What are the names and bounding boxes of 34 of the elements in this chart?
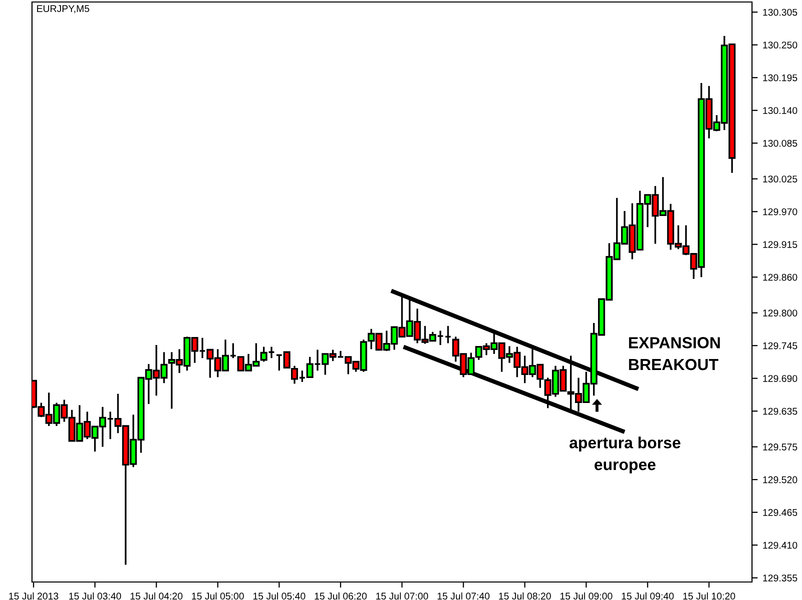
x-tick-label: 15 Jul 09:40: [622, 592, 674, 600]
x-tick-label: 15 Jul 07:40: [438, 592, 490, 600]
y-tick-label: 129.690: [763, 375, 798, 382]
x-tick-label: 15 Jul 06:20: [314, 592, 367, 600]
y-tick-label: 129.915: [763, 241, 798, 248]
y-tick-label: 129.860: [763, 274, 798, 281]
y-tick-label: 130.250: [763, 42, 798, 48]
x-tick-label: 15 Jul 10:20: [683, 592, 736, 600]
y-tick-label: 130.085: [763, 140, 798, 147]
x-tick-label: 15 Jul 03:40: [69, 592, 122, 600]
y-tick-label: 129.355: [763, 574, 798, 582]
candlestick: [444, 325, 452, 344]
x-tick-label: 15 Jul 05:00: [192, 592, 244, 600]
y-tick-label: 129.520: [763, 476, 798, 484]
y-tick-label: 129.800: [763, 310, 798, 316]
x-tick-label: 15 Jul 05:40: [253, 592, 306, 600]
annotation: EXPANSION BREAKOUT: [629, 337, 720, 370]
chart-title: EURJPY,M5: [37, 5, 90, 14]
y-tick-label: 130.025: [763, 176, 798, 182]
x-tick-label: 15 Jul 09:00: [560, 592, 612, 600]
y-tick-label: 129.410: [763, 542, 798, 549]
x-tick-label: 15 Jul 07:00: [376, 592, 428, 600]
x-tick-label: 15 Jul 08:20: [499, 592, 551, 600]
y-tick-label: 129.745: [763, 342, 798, 350]
y-tick-label: 129.575: [763, 444, 798, 450]
y-tick-label: 130.195: [763, 74, 798, 82]
x-tick-label: 15 Jul 2013: [9, 592, 58, 600]
y-tick-label: 129.970: [763, 208, 798, 216]
x-tick-label: 15 Jul 04:20: [130, 592, 182, 600]
y-tick-label: 130.140: [763, 107, 798, 114]
y-tick-label: 129.465: [763, 509, 798, 516]
y-tick-label: 129.635: [763, 408, 798, 415]
y-tick-label: 130.305: [763, 8, 798, 16]
annotation: apertura borse europee: [570, 436, 680, 474]
